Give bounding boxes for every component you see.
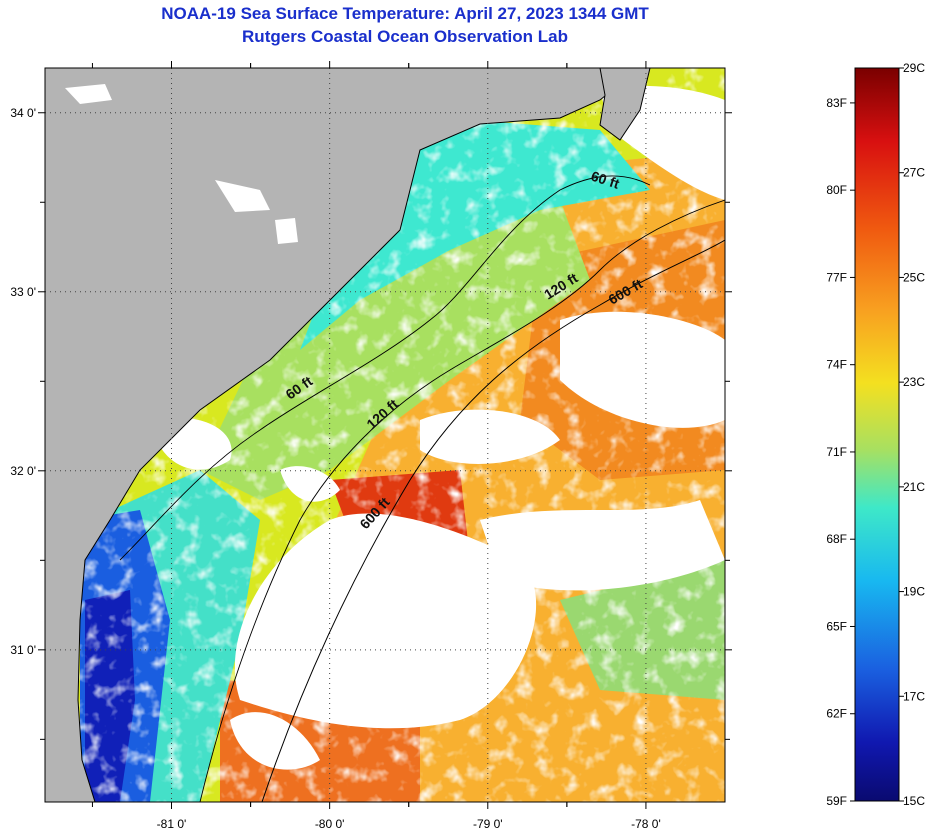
- sst-map: 60 ft 60 ft 120 ft 120 ft 600 ft 600 ft: [45, 68, 725, 802]
- colorbar-fahrenheit-label: 71F: [826, 445, 847, 459]
- colorbar-celsius-label: 29C: [903, 61, 925, 75]
- map-subtitle: Rutgers Coastal Ocean Observation Lab: [242, 27, 568, 46]
- colorbar-celsius-label: 21C: [903, 480, 925, 494]
- land-cloud-patch: [65, 84, 112, 104]
- colorbar-fahrenheit-label: 80F: [826, 183, 847, 197]
- colorbar-celsius-label: 15C: [903, 794, 925, 808]
- land-mass: [599, 68, 651, 141]
- colorbar-celsius-label: 27C: [903, 166, 925, 180]
- lat-tick-label: 32 0': [10, 464, 36, 478]
- graticule: [45, 68, 725, 802]
- colorbar-fahrenheit-label: 74F: [826, 358, 847, 372]
- land-cloud-patch: [275, 218, 298, 244]
- colorbar: [854, 67, 900, 802]
- lon-tick-label: -79 0': [473, 817, 503, 831]
- land-cloud-patch: [215, 180, 270, 212]
- lon-tick-label: -80 0': [315, 817, 345, 831]
- colorbar-celsius-label: 23C: [903, 375, 925, 389]
- lat-tick-label: 33 0': [10, 285, 36, 299]
- lat-tick-label: 31 0': [10, 643, 36, 657]
- map-frame: [44, 67, 726, 803]
- colorbar-labels: 29C 27C 25C 23C 21C 19C 17C 15C 83F 80F 77F 74F 71F 6…: [826, 61, 925, 808]
- colorbar-fahrenheit-label: 62F: [826, 707, 847, 721]
- colorbar-fahrenheit-label: 83F: [826, 96, 847, 110]
- lat-tick-label: 34 0': [10, 106, 36, 120]
- colorbar-celsius-label: 25C: [903, 270, 925, 284]
- colorbar-fahrenheit-label: 65F: [826, 619, 847, 633]
- colorbar-fahrenheit-label: 59F: [826, 794, 847, 808]
- map-axes: 34 0' 33 0' 32 0' 31 0' -81 0' -80 0' -79 0' -7…: [10, 61, 732, 831]
- colorbar-celsius-label: 19C: [903, 585, 925, 599]
- colorbar-fahrenheit-label: 77F: [826, 270, 847, 284]
- lon-tick-label: -78 0': [631, 817, 661, 831]
- colorbar-celsius-label: 17C: [903, 689, 925, 703]
- map-title: NOAA-19 Sea Surface Temperature: April 2…: [161, 4, 649, 23]
- colorbar-fahrenheit-label: 68F: [826, 532, 847, 546]
- land-mass: [45, 68, 641, 802]
- contour-600ft: [261, 239, 725, 802]
- lon-tick-label: -81 0': [157, 817, 187, 831]
- contour-120ft: [199, 199, 725, 802]
- contour-60ft: [119, 175, 651, 561]
